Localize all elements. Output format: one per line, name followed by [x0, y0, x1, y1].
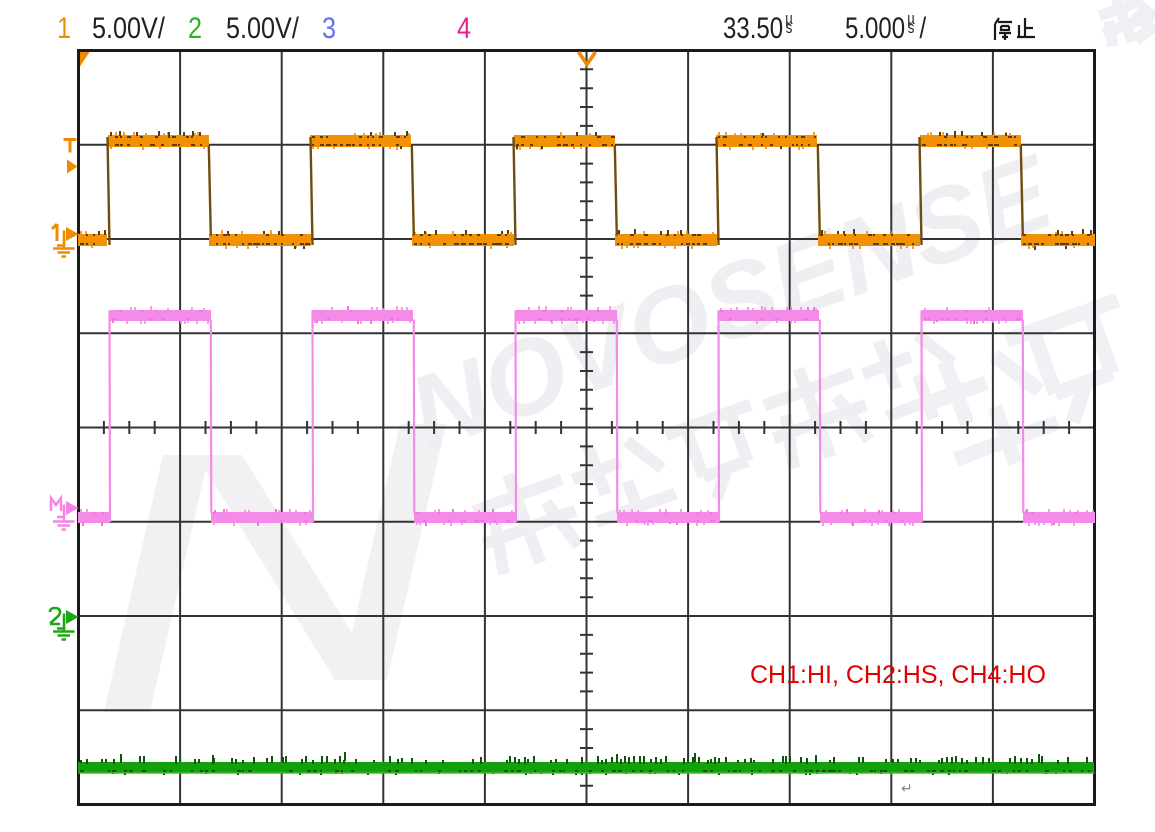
svg-text:↵: ↵ — [901, 780, 913, 796]
